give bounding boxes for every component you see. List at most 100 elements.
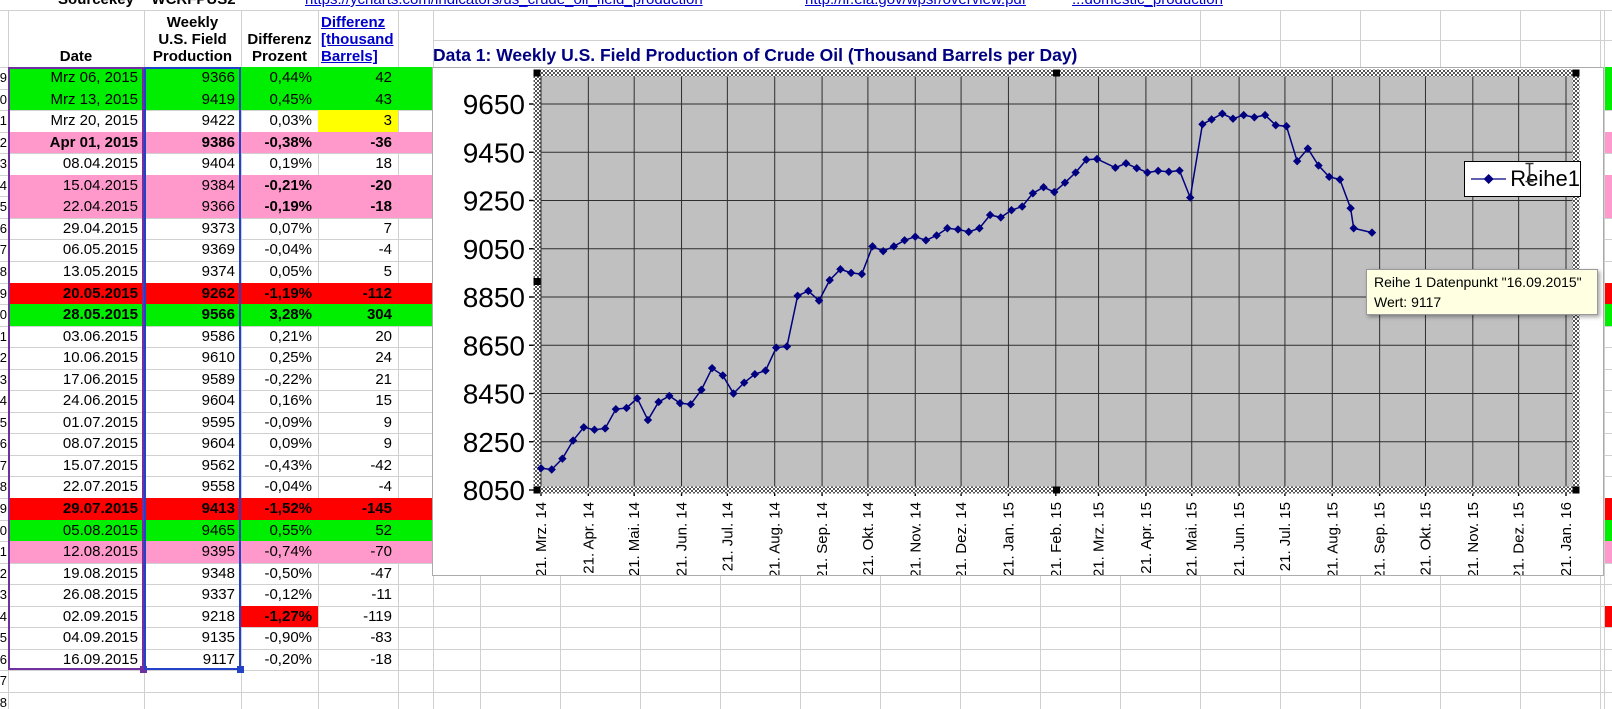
diff-barrels-cell[interactable]: -70 (370, 543, 392, 561)
diff-barrels-cell[interactable]: 9 (383, 413, 392, 431)
date-cell[interactable]: 22.07.2015 (62, 478, 138, 496)
row-number[interactable]: 21 (0, 328, 7, 344)
chart-legend[interactable]: Reihe1 (1464, 161, 1581, 197)
col-header-diff-barrels-link[interactable]: Differenz [thousand Barrels] (321, 14, 394, 65)
production-cell[interactable]: 9562 (201, 456, 235, 474)
row-number[interactable]: 18 (0, 263, 7, 279)
production-cell[interactable]: 9366 (201, 198, 235, 216)
diff-percent-cell[interactable]: -0,21% (264, 176, 312, 194)
chart-object[interactable]: 8050 8250 8450 8650 8850 9050 9250 9450 9650 21. … (432, 67, 1604, 579)
production-cell[interactable]: 9348 (201, 564, 235, 582)
production-cell[interactable]: 9604 (201, 435, 235, 453)
diff-percent-cell[interactable]: 0,09% (269, 435, 312, 453)
diff-percent-cell[interactable]: -0,20% (264, 650, 312, 668)
diff-percent-cell[interactable]: -0,74% (264, 543, 312, 561)
date-cell[interactable]: 08.07.2015 (62, 435, 138, 453)
date-cell[interactable]: 24.06.2015 (62, 392, 138, 410)
diff-percent-cell[interactable]: 0,07% (269, 219, 312, 237)
date-cell[interactable]: Mrz 20, 2015 (50, 112, 138, 130)
row-number[interactable]: 31 (0, 544, 7, 560)
row-number[interactable]: 23 (0, 371, 7, 387)
row-number[interactable]: 12 (0, 134, 7, 150)
production-cell[interactable]: 9566 (201, 306, 235, 324)
row-number[interactable]: 19 (0, 285, 7, 301)
diff-barrels-cell[interactable]: -119 (363, 607, 392, 625)
date-cell[interactable]: 29.07.2015 (62, 500, 138, 517)
diff-barrels-cell[interactable]: 21 (375, 370, 392, 388)
diff-percent-cell[interactable]: -0,19% (264, 198, 312, 216)
diff-barrels-cell[interactable]: -36 (370, 133, 392, 151)
production-cell[interactable]: 9366 (201, 69, 235, 86)
production-cell[interactable]: 9218 (201, 607, 235, 625)
date-cell[interactable]: 04.09.2015 (62, 629, 138, 647)
date-cell[interactable]: Mrz 06, 2015 (50, 69, 138, 86)
row-number[interactable]: 25 (0, 414, 7, 430)
diff-percent-cell[interactable]: 0,25% (269, 349, 312, 367)
diff-percent-cell[interactable]: -1,19% (264, 284, 312, 302)
diff-barrels-cell[interactable]: 24 (375, 349, 392, 367)
diff-percent-cell[interactable]: -0,04% (264, 241, 312, 259)
production-cell[interactable]: 9337 (201, 586, 235, 604)
row-number[interactable]: 15 (0, 199, 7, 215)
row-number[interactable]: 14 (0, 177, 7, 193)
diff-barrels-cell[interactable]: -18 (370, 650, 392, 668)
date-cell[interactable]: 02.09.2015 (62, 607, 138, 625)
production-cell[interactable]: 9586 (201, 327, 235, 345)
domestic-production-link[interactable]: ...domestic_production (1072, 0, 1223, 8)
row-number[interactable]: 30 (0, 522, 7, 538)
row-number[interactable]: 37 (0, 673, 7, 689)
diff-barrels-cell[interactable]: 304 (366, 306, 392, 324)
date-cell[interactable]: 10.06.2015 (62, 349, 138, 367)
date-cell[interactable]: 05.08.2015 (62, 521, 138, 539)
diff-percent-cell[interactable]: -0,12% (264, 586, 312, 604)
row-number[interactable]: 34 (0, 608, 7, 624)
diff-percent-cell[interactable]: 0,03% (269, 112, 312, 130)
diff-barrels-cell[interactable]: -18 (370, 198, 392, 216)
production-cell[interactable]: 9386 (201, 133, 235, 151)
diff-barrels-cell[interactable]: -4 (378, 241, 392, 259)
diff-barrels-cell[interactable]: -11 (371, 586, 392, 604)
diff-percent-cell[interactable]: -1,27% (264, 607, 312, 625)
production-cell[interactable]: 9395 (201, 543, 235, 561)
row-number[interactable]: 20 (0, 307, 7, 323)
row-number[interactable]: 24 (0, 393, 7, 409)
production-cell[interactable]: 9369 (201, 241, 235, 259)
row-number[interactable]: 16 (0, 220, 7, 236)
diff-percent-cell[interactable]: -0,90% (264, 629, 312, 647)
date-cell[interactable]: 01.07.2015 (62, 413, 138, 431)
date-cell[interactable]: Mrz 13, 2015 (50, 90, 138, 108)
diff-percent-cell[interactable]: 3,28% (269, 306, 312, 324)
col-header-diff-pct[interactable]: Differenz Prozent (247, 31, 312, 65)
diff-percent-cell[interactable]: -0,22% (264, 370, 312, 388)
date-cell[interactable]: 22.04.2015 (62, 198, 138, 216)
diff-barrels-cell[interactable]: 15 (375, 392, 392, 410)
diff-percent-cell[interactable]: 0,55% (269, 521, 312, 539)
row-number[interactable]: 22 (0, 350, 7, 366)
diff-barrels-cell[interactable]: -145 (361, 500, 392, 517)
production-cell[interactable]: 9419 (201, 90, 235, 108)
row-number[interactable]: 33 (0, 587, 7, 603)
row-number[interactable]: 26 (0, 436, 7, 452)
diff-percent-cell[interactable]: 0,21% (269, 327, 312, 345)
row-number[interactable]: 11 (0, 113, 7, 129)
diff-percent-cell[interactable]: 0,19% (269, 155, 312, 173)
production-cell[interactable]: 9558 (201, 478, 235, 496)
production-cell[interactable]: 9422 (201, 112, 235, 130)
production-cell[interactable]: 9384 (201, 176, 235, 194)
production-cell[interactable]: 9135 (201, 629, 235, 647)
diff-barrels-cell[interactable]: -47 (370, 564, 392, 582)
diff-barrels-cell[interactable]: 52 (375, 521, 392, 539)
production-cell[interactable]: 9117 (202, 650, 235, 668)
diff-barrels-cell[interactable]: -42 (370, 456, 392, 474)
production-cell[interactable]: 9404 (201, 155, 235, 173)
diff-barrels-cell[interactable]: 18 (375, 155, 392, 173)
diff-percent-cell[interactable]: -1,52% (264, 500, 312, 517)
row-number[interactable]: 27 (0, 457, 7, 473)
diff-percent-cell[interactable]: 0,45% (269, 90, 312, 108)
diff-barrels-cell[interactable]: 20 (375, 327, 392, 345)
diff-percent-cell[interactable]: -0,38% (264, 133, 312, 151)
date-cell[interactable]: 08.04.2015 (62, 155, 138, 173)
row-number[interactable]: 10 (0, 91, 7, 107)
diff-barrels-cell[interactable]: 5 (383, 262, 392, 280)
row-number[interactable]: 38 (0, 694, 7, 709)
